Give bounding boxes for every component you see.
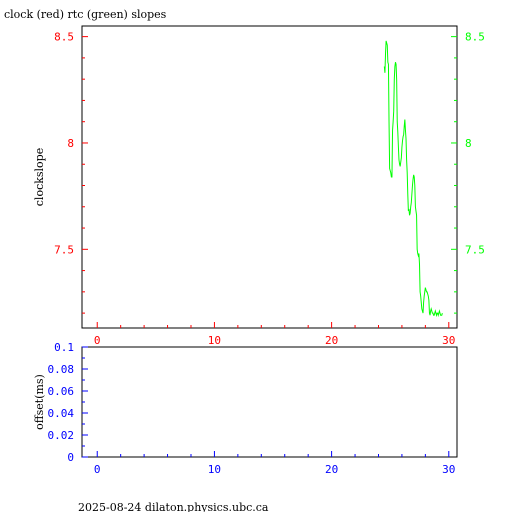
top-x-tick-label: 20 — [325, 334, 338, 347]
top-left-y-axis: 7.5 8 8.5 — [54, 31, 88, 314]
bottom-left-y-tick-label: 0.08 — [48, 363, 75, 376]
top-series-group — [383, 40, 443, 318]
bottom-left-y-tick-label: 0.04 — [48, 407, 75, 420]
top-x-tick-label: 0 — [94, 334, 101, 347]
bottom-plot-frame — [81, 346, 458, 458]
bottom-x-axis: 0 10 20 30 — [94, 451, 455, 476]
chart-title: clock (red) rtc (green) slopes — [4, 8, 167, 21]
bottom-left-y-tick-label: 0.06 — [48, 385, 75, 398]
series-line-0 — [383, 40, 443, 318]
top-x-tick-label: 30 — [442, 334, 455, 347]
top-chart: clock (red) rtc (green) slopes 7.5 8 8.5 7… — [4, 8, 485, 347]
top-right-y-tick-label: 8 — [465, 137, 472, 150]
bottom-x-tick-label: 20 — [325, 463, 338, 476]
top-plot-frame — [81, 25, 458, 329]
bottom-y-axis-label: offset(ms) — [33, 374, 46, 430]
bottom-x-tick-label: 30 — [442, 463, 455, 476]
top-x-tick-label: 10 — [208, 334, 221, 347]
top-left-y-tick-label: 8.5 — [54, 31, 74, 44]
top-left-y-tick-label: 7.5 — [54, 243, 74, 256]
bottom-left-y-tick-label: 0.02 — [48, 429, 75, 442]
bottom-x-tick-label: 0 — [94, 463, 101, 476]
footer-label: 2025-08-24 dilaton.physics.ubc.ca — [78, 501, 269, 512]
top-right-y-tick-label: 7.5 — [465, 243, 485, 256]
top-y-axis-label: clockslope — [33, 148, 46, 206]
bottom-left-y-tick-label: 0.1 — [54, 341, 74, 354]
bottom-chart: 0 0.02 0.04 0.06 0.08 0.1 0 10 20 30 offset(ms) — [33, 341, 458, 476]
top-left-y-tick-label: 8 — [67, 137, 74, 150]
bottom-left-y-tick-label: 0 — [67, 451, 74, 464]
top-right-y-tick-label: 8.5 — [465, 31, 485, 44]
top-x-axis: 0 10 20 30 — [94, 322, 455, 347]
bottom-left-y-axis: 0 0.02 0.04 0.06 0.08 0.1 — [48, 341, 88, 464]
top-right-y-axis: 7.5 8 8.5 — [451, 31, 485, 314]
bottom-x-tick-label: 10 — [208, 463, 221, 476]
